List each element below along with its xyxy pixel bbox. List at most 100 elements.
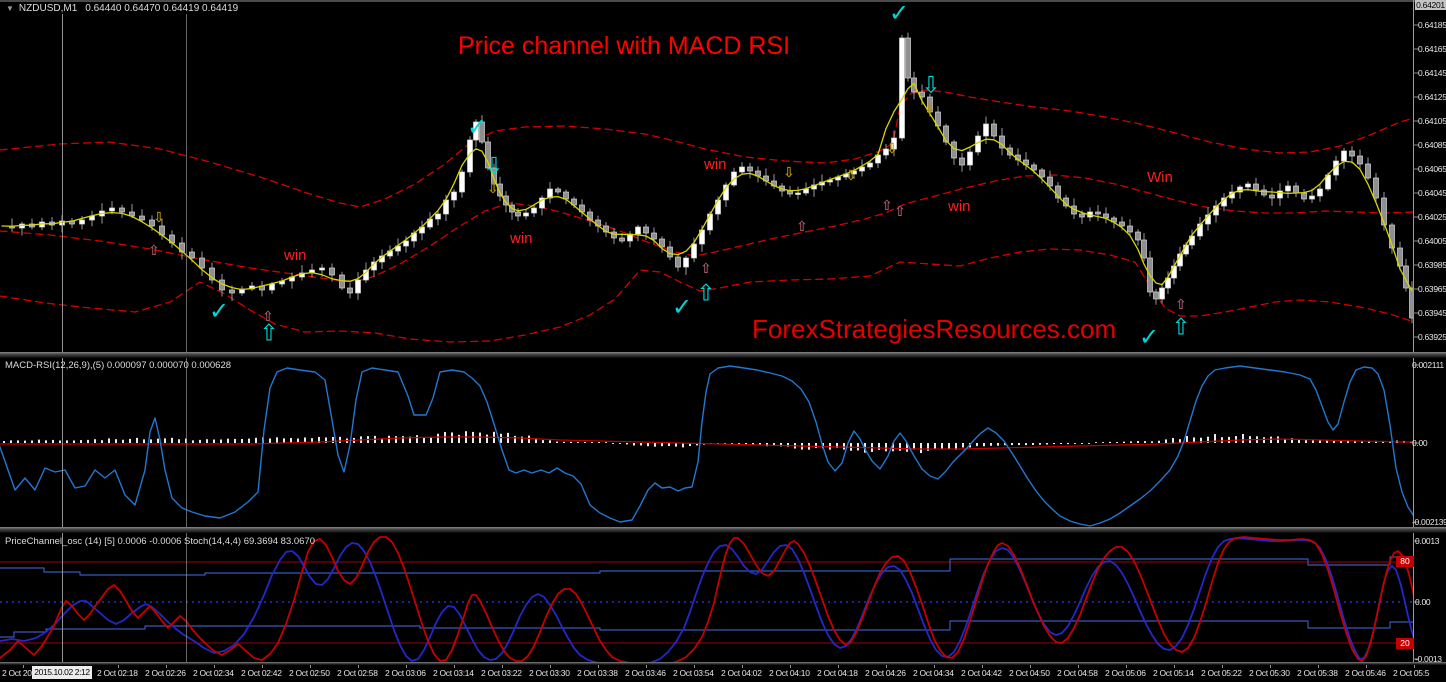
time-axis[interactable]: 2015.10.02 2:12 2 Oct 201 2 Oct 02:18 2 Oc… — [0, 665, 1446, 682]
time-axis-label: 2 Oct 05:38 — [1297, 668, 1338, 678]
chart-header: ▼ NZDUSD,M1 0.64440 0.64470 0.64419 0.6441… — [6, 3, 238, 14]
time-axis-label: 2 Oct 04:58 — [1057, 668, 1098, 678]
sell-signal-small-arrow-icon[interactable]: ⇩ — [153, 210, 165, 226]
chart-canvas[interactable] — [0, 0, 1446, 663]
time-axis-label: 2 Oct 05:5 — [1393, 668, 1430, 678]
time-axis-label: 2 Oct 04:26 — [865, 668, 906, 678]
sell-arrow-icon[interactable]: ⇩ — [921, 72, 941, 99]
buy-arrow-icon[interactable]: ⇧ — [259, 320, 279, 347]
scale-label: 0.64125 — [1418, 92, 1446, 102]
time-tick — [982, 665, 983, 668]
trade-signal-check-icon[interactable]: ✓ — [466, 113, 488, 141]
time-axis-label: 2 Oct 05:46 — [1345, 668, 1386, 678]
time-tick — [118, 665, 119, 668]
panel-separator[interactable] — [0, 527, 1446, 533]
time-tick — [1414, 665, 1415, 668]
time-axis-label: 2 Oct 04:50 — [1009, 668, 1050, 678]
time-tick — [1222, 665, 1223, 668]
ohlc-values: 0.64440 0.64470 0.64419 0.64419 — [85, 3, 239, 14]
time-tick — [1078, 665, 1079, 668]
time-axis-label: 2 Oct 04:42 — [961, 668, 1002, 678]
scale-label: 0.64165 — [1418, 44, 1446, 54]
time-tick — [550, 665, 551, 668]
time-tick — [502, 665, 503, 668]
win-annotation: win — [284, 247, 307, 264]
time-tick — [934, 665, 935, 668]
buy-arrow-icon[interactable]: ⇧ — [696, 280, 716, 307]
time-axis-label: 2 Oct 04:18 — [817, 668, 858, 678]
time-tick — [1270, 665, 1271, 668]
scale-label: 0.64105 — [1418, 116, 1446, 126]
time-axis-label: 2 Oct 02:58 — [337, 668, 378, 678]
sell-arrow-icon[interactable]: ⇩ — [484, 153, 504, 180]
time-tick — [166, 665, 167, 668]
time-axis-label: 2 Oct 03:38 — [577, 668, 618, 678]
sell-signal-small-arrow-icon[interactable]: ⇩ — [886, 141, 898, 157]
time-tick — [1126, 665, 1127, 668]
sell-signal-small-arrow-icon[interactable]: ⇩ — [783, 165, 795, 181]
buy-arrow-icon[interactable]: ⇧ — [1171, 314, 1191, 341]
scale-label: 0.64185 — [1418, 20, 1446, 30]
time-axis-label: 2 Oct 05:30 — [1249, 668, 1290, 678]
time-tick — [886, 665, 887, 668]
scale-label: 0.63965 — [1418, 284, 1446, 294]
buy-signal-small-arrow-icon[interactable]: ⇧ — [262, 309, 274, 325]
buy-signal-small-arrow-icon[interactable]: ⇧ — [881, 198, 893, 214]
sell-signal-small-arrow-icon[interactable]: ⇩ — [845, 168, 857, 184]
scale-label: 0.63985 — [1418, 260, 1446, 270]
time-axis-label: 2 Oct 02:18 — [97, 668, 138, 678]
time-tick — [23, 665, 24, 668]
scale-label: 0.64085 — [1418, 140, 1446, 150]
time-tick — [1366, 665, 1367, 668]
price-panel[interactable] — [0, 32, 1446, 343]
scale-label: 0.64045 — [1418, 188, 1446, 198]
macd-panel[interactable] — [0, 365, 1446, 527]
scale-label: 0.63945 — [1418, 308, 1446, 318]
time-axis-label: 2 Oct 04:02 — [721, 668, 762, 678]
time-axis-label: 2 Oct 02:34 — [193, 668, 234, 678]
time-axis-label: 2 Oct 03:30 — [529, 668, 570, 678]
time-tick — [310, 665, 311, 668]
panel-separator[interactable] — [0, 352, 1446, 358]
stochastic-level-badge: 80 — [1396, 556, 1414, 567]
time-tick — [358, 665, 359, 668]
symbol-dropdown-icon[interactable]: ▼ — [6, 4, 14, 13]
time-axis-label: 2 Oct 02:26 — [145, 668, 186, 678]
trade-signal-check-icon[interactable]: ✓ — [208, 297, 230, 325]
time-axis-label: 2 Oct 05:22 — [1201, 668, 1242, 678]
buy-signal-small-arrow-icon[interactable]: ⇧ — [796, 219, 808, 235]
sell-signal-small-arrow-icon[interactable]: ⇩ — [924, 101, 936, 117]
trade-signal-check-icon[interactable]: ✓ — [1138, 323, 1160, 351]
time-axis-separator — [0, 662, 1446, 665]
watermark-text: ForexStrategiesResources.com — [752, 314, 1117, 344]
time-axis-label: 2 Oct 05:06 — [1105, 668, 1146, 678]
win-annotation: win — [510, 230, 533, 247]
oscillator-panel[interactable] — [0, 536, 1446, 663]
win-annotation: win — [704, 156, 727, 173]
time-axis-label: 2 Oct 04:34 — [913, 668, 954, 678]
selected-time-badge: 2015.10.02 2:12 — [32, 666, 92, 679]
time-axis-label: 2 Oct 03:14 — [433, 668, 474, 678]
time-tick — [454, 665, 455, 668]
sell-signal-small-arrow-icon[interactable]: ⇩ — [487, 181, 499, 197]
time-axis-label: 2 Oct 05:14 — [1153, 668, 1194, 678]
macd-panel-header: MACD-RSI(12,26,9),(5) 0.000097 0.000070 … — [5, 360, 232, 371]
osc-panel-header: PriceChannel_osc (14) [5] 0.0006 -0.0006… — [5, 536, 316, 547]
buy-signal-small-arrow-icon[interactable]: ⇧ — [148, 243, 160, 259]
buy-signal-small-arrow-icon[interactable]: ⇧ — [1175, 297, 1187, 313]
buy-signal-small-arrow-icon[interactable]: ⇧ — [700, 261, 712, 277]
time-axis-label: 2 Oct 03:06 — [385, 668, 426, 678]
stochastic-level-badge: 20 — [1396, 638, 1414, 649]
time-tick — [598, 665, 599, 668]
time-tick — [1030, 665, 1031, 668]
trade-signal-check-icon[interactable]: ✓ — [888, 0, 910, 27]
time-axis-label: 2 Oct 02:42 — [241, 668, 282, 678]
trade-signal-check-icon[interactable]: ✓ — [671, 293, 693, 321]
time-tick — [1174, 665, 1175, 668]
scale-label: 0.002111 — [1412, 360, 1444, 370]
chart-title-annotation: Price channel with MACD RSI — [458, 32, 791, 60]
buy-signal-small-arrow-icon[interactable]: ⇧ — [894, 204, 906, 220]
win-annotation: Win — [1147, 169, 1173, 186]
scale-label: 0.64025 — [1418, 212, 1446, 222]
time-axis-label: 2 Oct 03:46 — [625, 668, 666, 678]
